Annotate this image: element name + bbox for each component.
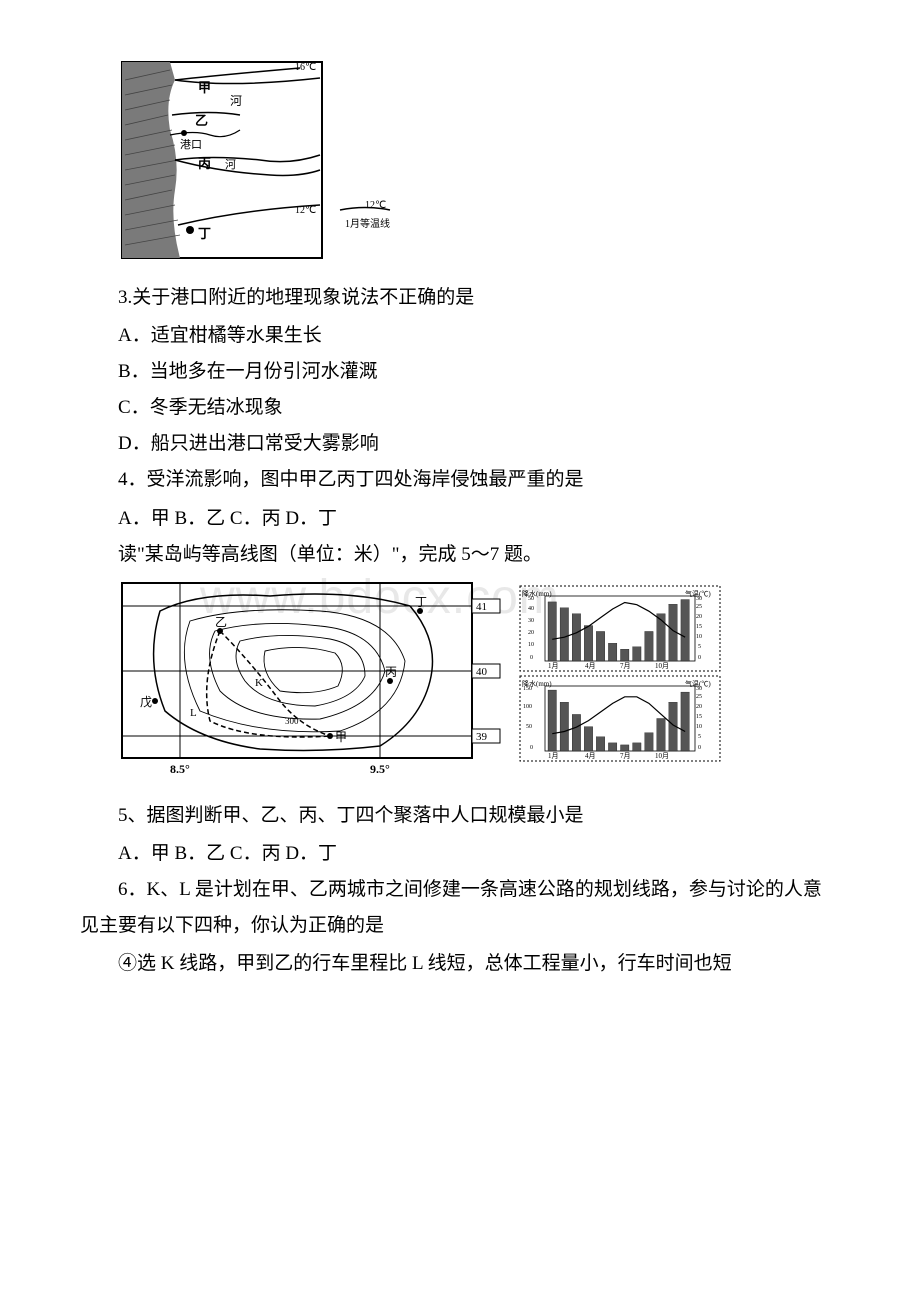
label-he1: 河 (230, 94, 242, 108)
label-ding: 丁 (198, 226, 211, 241)
q3-option-d: D．船只进出港口常受大雾影响 (80, 426, 840, 462)
legend-text: 1月等温线 (345, 217, 390, 230)
svg-text:30: 30 (696, 686, 702, 692)
document-content: 甲 河 乙 港口 丙 河 丁 16℃ 12℃ 12℃ 1月等温线 3.关于港口附… (80, 60, 840, 982)
q6-stem: 6．K、L 是计划在甲、乙两城市之间修建一条高速公路的规划线路，参与讨论的人意见… (80, 872, 840, 944)
svg-text:5: 5 (698, 644, 701, 650)
map-figure-coast: 甲 河 乙 港口 丙 河 丁 16℃ 12℃ 12℃ 1月等温线 (120, 60, 840, 260)
lat40: 40 (476, 666, 488, 678)
lat41: 41 (476, 601, 487, 613)
svg-text:40: 40 (528, 606, 534, 612)
q5-options: A．甲 B．乙 C．丙 D．丁 (80, 836, 840, 872)
svg-text:30: 30 (528, 618, 534, 624)
label-yi: 乙 (195, 113, 208, 128)
svg-text:4月: 4月 (585, 752, 596, 760)
svg-text:15: 15 (696, 624, 702, 630)
q3-stem: 3.关于港口附近的地理现象说法不正确的是 (80, 280, 840, 316)
svg-text:5: 5 (698, 734, 701, 740)
label-port: 港口 (180, 138, 202, 151)
il-yi: 乙 (215, 615, 227, 629)
svg-text:100: 100 (523, 704, 532, 710)
svg-text:15: 15 (696, 714, 702, 720)
legend-12c: 12℃ (365, 200, 386, 211)
svg-text:1月: 1月 (548, 752, 559, 760)
il-bing: 丙 (385, 665, 397, 679)
il-jia: 甲 (335, 730, 347, 744)
svg-text:150: 150 (523, 686, 532, 692)
svg-text:10月: 10月 (655, 752, 669, 760)
il-300: 300 (285, 716, 299, 726)
svg-text:10: 10 (528, 642, 534, 648)
q4-stem: 4．受洋流影响，图中甲乙丙丁四处海岸侵蚀最严重的是 (80, 462, 840, 498)
lon85: 8.5° (170, 762, 190, 776)
svg-text:7月: 7月 (620, 662, 631, 670)
label-12c: 12℃ (295, 205, 316, 216)
label-16c: 16℃ (295, 62, 316, 73)
read-prompt: 读"某岛屿等高线图（单位：米）"，完成 5～7 题。 (80, 537, 840, 573)
label-he2: 河 (225, 158, 236, 171)
q6-opt4: ④选 K 线路，甲到乙的行车里程比 L 线短，总体工程量小，行车时间也短 (80, 946, 840, 982)
svg-text:0: 0 (698, 745, 701, 751)
q3-option-c: C．冬季无结冰现象 (80, 390, 840, 426)
svg-text:50: 50 (526, 724, 532, 730)
q5-stem: 5、据图判断甲、乙、丙、丁四个聚落中人口规模最小是 (80, 798, 840, 834)
il-ding: 丁 (415, 595, 427, 609)
svg-text:25: 25 (696, 604, 702, 610)
svg-text:20: 20 (696, 614, 702, 620)
q4-options: A．甲 B．乙 C．丙 D．丁 (80, 501, 840, 537)
svg-text:10: 10 (696, 634, 702, 640)
il-K: K (255, 677, 263, 689)
island-figure: 41 40 39 8.5° 9.5° 乙 甲 (120, 581, 840, 786)
svg-text:50: 50 (528, 596, 534, 602)
svg-text:0: 0 (530, 655, 533, 661)
svg-text:1月: 1月 (548, 662, 559, 670)
svg-text:10: 10 (696, 724, 702, 730)
svg-text:0: 0 (530, 745, 533, 751)
lon95: 9.5° (370, 762, 390, 776)
svg-text:0: 0 (698, 655, 701, 661)
svg-text:20: 20 (528, 630, 534, 636)
svg-text:25: 25 (696, 694, 702, 700)
svg-text:20: 20 (696, 704, 702, 710)
svg-text:30: 30 (696, 596, 702, 602)
lat39: 39 (476, 731, 488, 743)
il-wu: 戊 (140, 695, 152, 709)
label-bing: 丙 (198, 156, 211, 171)
svg-text:10月: 10月 (655, 662, 669, 670)
svg-text:7月: 7月 (620, 752, 631, 760)
c1-rain-label: 降水(mm) (522, 589, 552, 598)
svg-text:4月: 4月 (585, 662, 596, 670)
q3-option-a: A．适宜柑橘等水果生长 (80, 318, 840, 354)
q3-option-b: B．当地多在一月份引河水灌溉 (80, 354, 840, 390)
il-L: L (190, 707, 197, 719)
label-jia: 甲 (198, 80, 211, 95)
